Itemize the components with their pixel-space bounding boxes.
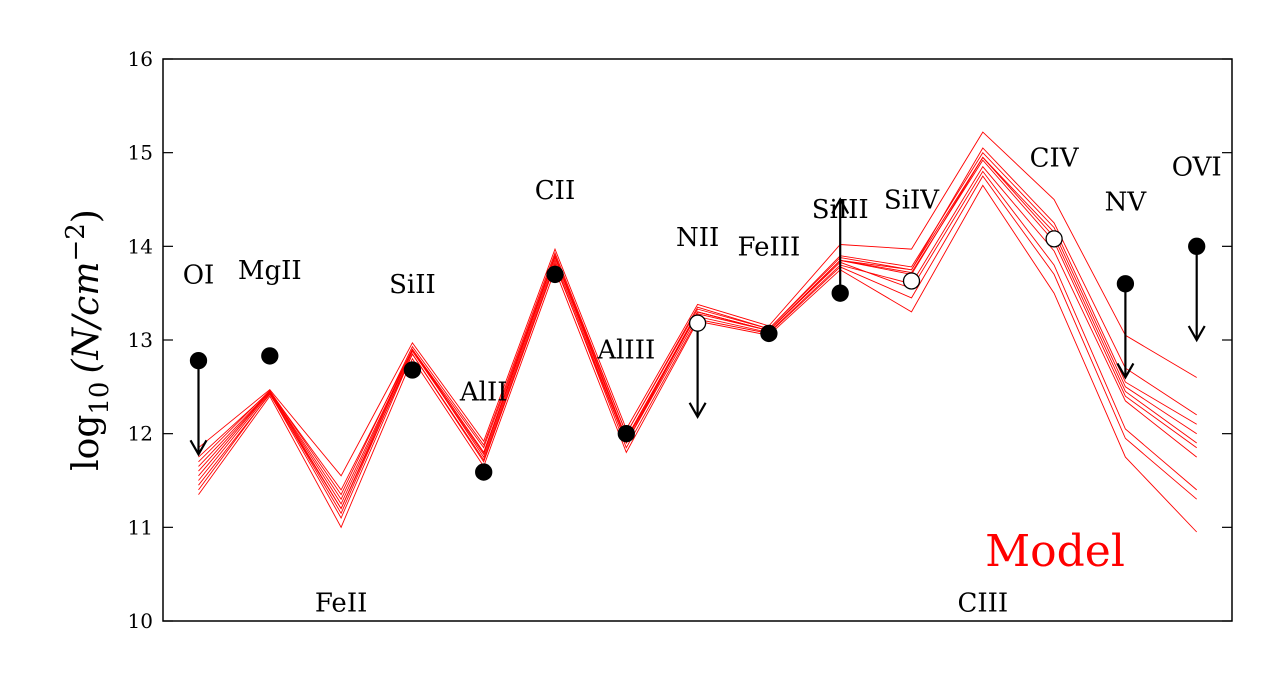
ion-label: MgII — [238, 256, 302, 286]
limit-arrow-head — [1116, 362, 1135, 380]
ion-label: AlIII — [596, 335, 655, 365]
observed-point — [1116, 275, 1135, 293]
model-line — [198, 159, 1197, 510]
observed-point — [189, 351, 208, 370]
ion-label: CIV — [1030, 143, 1080, 173]
ion-label: SiII — [389, 270, 436, 300]
observed-point — [546, 265, 564, 284]
observed-point — [475, 463, 493, 481]
legend-model: Model — [985, 526, 1125, 577]
observed-point — [403, 361, 422, 379]
observed-point-open — [902, 272, 921, 290]
observed-point — [617, 425, 635, 443]
model-line — [198, 151, 1197, 491]
ion-label: OI — [183, 260, 215, 290]
y-axis-label: log10(N/cm−2) — [61, 209, 115, 471]
model-line — [198, 147, 1197, 496]
observed-point — [1188, 237, 1206, 255]
limit-arrows — [189, 197, 1206, 457]
ion-label: NV — [1105, 187, 1148, 217]
ion-label: SiIV — [884, 186, 940, 216]
observed-point — [760, 324, 778, 343]
ion-label: AlII — [459, 378, 508, 408]
y-tick-label: 13 — [128, 328, 153, 352]
ion-label: CIII — [957, 588, 1008, 618]
ion-label: FeIII — [737, 232, 800, 262]
observed-point — [261, 347, 279, 365]
model-line — [198, 131, 1197, 477]
observed-point — [831, 284, 849, 302]
y-tick-label: 14 — [128, 234, 153, 258]
observed-point-open — [1045, 230, 1063, 248]
ion-label: CII — [535, 176, 575, 206]
limit-arrow-head — [189, 439, 208, 457]
ion-label: SiIII — [812, 195, 869, 225]
ion-label: FeII — [315, 588, 368, 618]
ion-labels: OI MgII FeII SiII AlII CII AlIII NII FeIII SiIII S… — [183, 143, 1222, 618]
y-tick-label: 16 — [128, 47, 153, 71]
y-tick-label: 10 — [128, 609, 153, 633]
observed-point-open — [688, 314, 707, 332]
limit-arrow-head — [688, 402, 707, 420]
y-axis-ticks: 10 11 12 13 14 15 16 — [128, 47, 1232, 633]
ion-label: OVI — [1172, 153, 1222, 183]
model-line — [198, 170, 1197, 515]
limit-arrow-head — [831, 197, 850, 215]
y-tick-label: 15 — [128, 141, 153, 165]
y-tick-label: 12 — [128, 422, 153, 446]
limit-arrow-head — [1187, 325, 1206, 343]
observed-points — [189, 230, 1206, 481]
ion-label: NII — [676, 223, 719, 253]
model-lines — [198, 131, 1198, 533]
y-tick-label: 11 — [128, 515, 153, 539]
